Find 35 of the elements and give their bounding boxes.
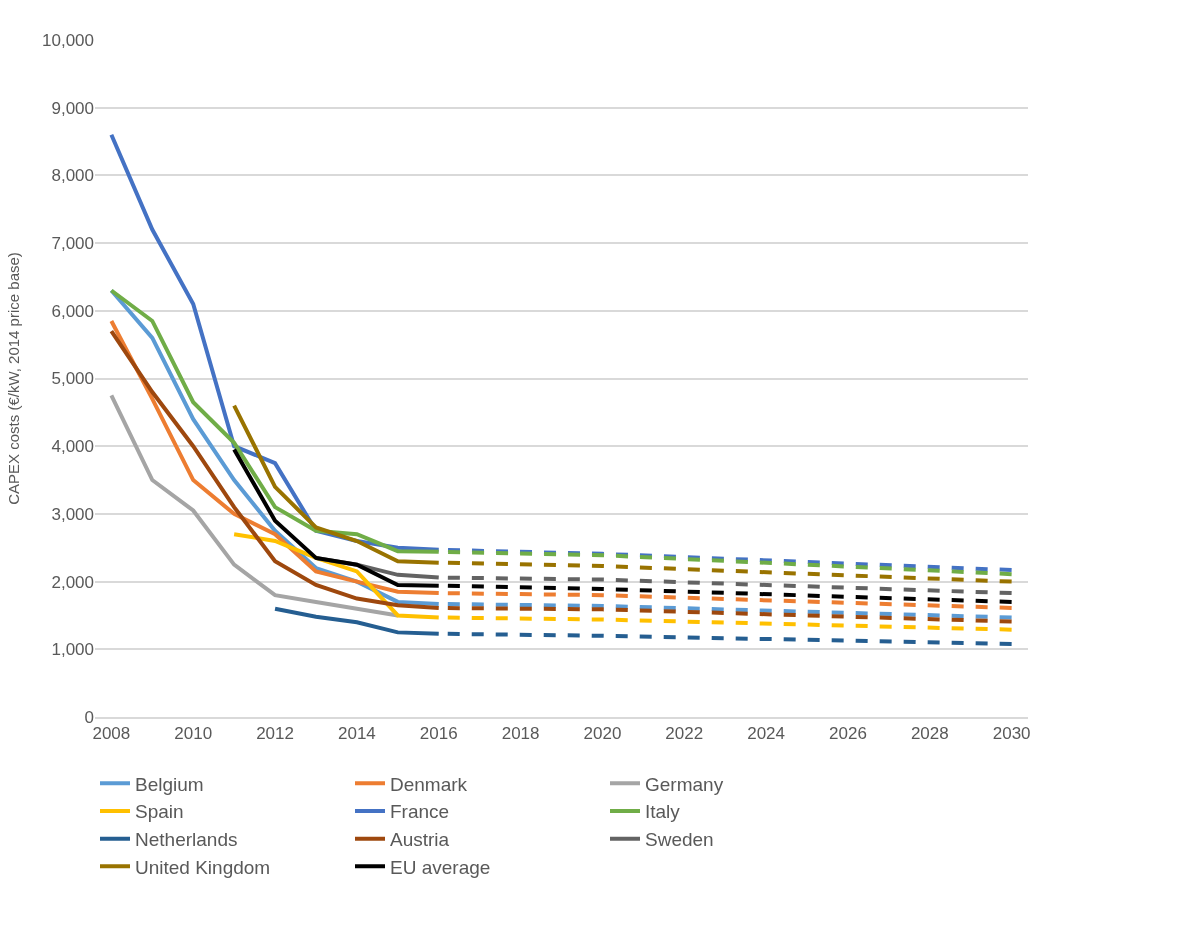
y-tick-label: 4,000 <box>51 437 94 457</box>
x-tick-label: 2016 <box>419 724 458 744</box>
y-tick-label: 0 <box>84 707 94 727</box>
y-tick-label: 8,000 <box>51 166 94 186</box>
y-tick-label: 7,000 <box>51 234 94 254</box>
y-tick-label: 9,000 <box>51 98 94 118</box>
y-tick-label: 10,000 <box>42 30 94 50</box>
legend-label: Austria <box>390 829 450 851</box>
x-tick-label: 2018 <box>501 724 540 744</box>
legend-label: EU average <box>390 856 491 878</box>
x-tick-label: 2010 <box>174 724 213 744</box>
x-tick-label: 2026 <box>829 724 867 744</box>
legend-label: France <box>390 801 450 823</box>
y-tick-label: 5,000 <box>51 369 94 389</box>
legend-label: Denmark <box>390 773 468 795</box>
y-axis-title: CAPEX costs (€/kW, 2014 price base) <box>5 252 23 505</box>
y-tick-label: 1,000 <box>51 640 94 660</box>
x-tick-label: 2014 <box>337 724 376 744</box>
x-tick-label: 2028 <box>910 724 949 744</box>
y-tick-label: 3,000 <box>51 504 94 524</box>
x-tick-label: 2020 <box>583 724 622 744</box>
legend-label: Belgium <box>135 773 204 795</box>
legend-label: Italy <box>645 801 681 823</box>
x-tick-label: 2008 <box>92 724 131 744</box>
legend-label: Germany <box>645 773 724 795</box>
x-tick-label: 2024 <box>747 724 786 744</box>
legend-label: United Kingdom <box>135 856 271 878</box>
legend-label: Sweden <box>645 829 714 851</box>
legend-label: Netherlands <box>135 829 238 851</box>
legend-label: Spain <box>135 801 184 823</box>
x-tick-label: 2012 <box>256 724 294 744</box>
y-tick-label: 6,000 <box>51 301 94 321</box>
x-tick-label: 2030 <box>992 724 1031 744</box>
x-tick-label: 2022 <box>665 724 704 744</box>
y-tick-label: 2,000 <box>51 572 94 592</box>
